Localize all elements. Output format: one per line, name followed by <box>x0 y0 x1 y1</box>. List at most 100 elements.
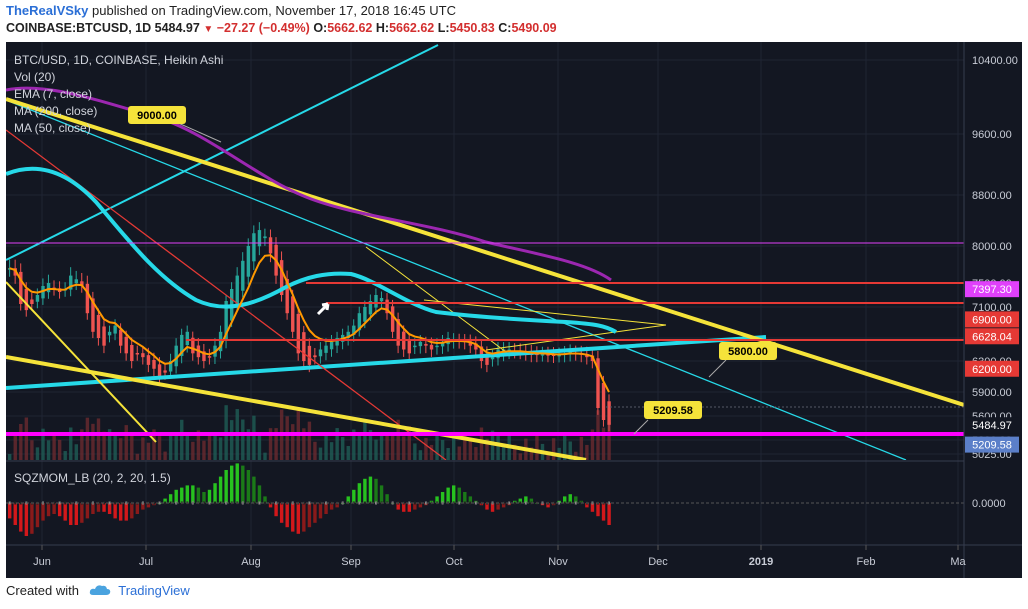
volume-bar <box>113 434 117 460</box>
sqz-dot <box>558 501 561 505</box>
candle-body <box>429 344 434 350</box>
volume-bar <box>496 435 500 460</box>
candle-body <box>19 271 23 304</box>
volume-bar <box>291 424 295 460</box>
candle-body <box>302 332 306 361</box>
candle-body <box>468 341 473 346</box>
volume-bar <box>318 447 323 460</box>
sqz-bar <box>91 503 95 514</box>
volume-bar <box>529 447 534 460</box>
volume-bar <box>46 440 51 460</box>
time-tick: Oct <box>445 556 462 568</box>
tradingview-brand[interactable]: TradingView <box>118 583 190 598</box>
volume-bar <box>285 416 289 460</box>
sqz-bar <box>446 487 450 503</box>
volume-bar <box>329 442 334 460</box>
candle-body <box>551 354 556 357</box>
indicator-label[interactable]: SQZMOM_LB (20, 2, 20, 1.5) <box>14 471 171 485</box>
candle-body <box>368 301 373 315</box>
sqz-dot <box>64 501 67 505</box>
sqz-bar <box>146 503 151 508</box>
price-label-box <box>965 328 1019 345</box>
legend-ema[interactable]: EMA (7, close) <box>14 87 92 101</box>
sqz-bar <box>85 503 90 519</box>
volume-bar <box>63 451 67 460</box>
sqz-bar <box>357 483 362 503</box>
sqz-dot <box>469 501 472 505</box>
white-arrow-mark <box>316 302 330 316</box>
chart-svg[interactable]: 9000.00 5800.00 5209.58 10400.00 9600.00 8… <box>6 42 1022 578</box>
volume-bar <box>563 432 567 460</box>
volume-bar <box>102 431 106 460</box>
volume-bar <box>368 430 373 460</box>
volume-bar <box>474 447 478 460</box>
low-value: 5450.83 <box>449 21 495 35</box>
sqz-bar <box>8 503 12 519</box>
chart-area[interactable]: 9000.00 5800.00 5209.58 10400.00 9600.00 8… <box>6 42 1022 578</box>
candle-body <box>296 313 300 354</box>
price-label-box <box>965 311 1019 328</box>
volume-bar <box>30 440 34 460</box>
sqz-dot <box>513 501 516 505</box>
candle-body <box>113 325 117 334</box>
time-tick: Dec <box>648 556 668 568</box>
volume-bar <box>452 437 456 460</box>
legend-ma200[interactable]: MA (200, close) <box>14 104 97 118</box>
volume-bar <box>252 415 256 460</box>
time-tick: 2019 <box>749 556 773 568</box>
callout-9000[interactable]: 9000.00 <box>128 106 222 143</box>
callout-5800[interactable]: 5800.00 <box>708 342 777 378</box>
price-axis[interactable]: 10400.009600.008800.008000.007500.007100… <box>972 55 1018 461</box>
candle-body <box>379 298 384 302</box>
low-label: L: <box>437 21 450 35</box>
candle-body <box>257 230 262 247</box>
candle-body <box>268 237 273 254</box>
volume-bar <box>402 436 406 460</box>
volume-bar <box>535 434 539 460</box>
sqz-bar <box>596 503 600 517</box>
sqz-dot <box>108 501 111 505</box>
volume-bar <box>324 433 328 460</box>
sqz-bar <box>135 503 140 514</box>
volume-bar <box>91 423 95 460</box>
candles <box>8 222 611 432</box>
sqz-bar <box>30 503 34 534</box>
candle-body <box>80 281 84 286</box>
candle-body <box>374 295 378 308</box>
sqz-bar <box>35 503 40 528</box>
sqz-bar <box>102 503 106 512</box>
volume-bar <box>152 429 156 460</box>
candle-body <box>490 357 495 360</box>
price-tick: 10400.00 <box>972 55 1018 67</box>
sqz-dot <box>524 501 527 505</box>
price-label-box <box>965 281 1019 298</box>
candle-body <box>424 343 428 346</box>
candle-body <box>119 329 123 346</box>
legend-ma50[interactable]: MA (50, close) <box>14 121 91 135</box>
candle-body <box>69 275 73 290</box>
candle-body <box>357 313 362 331</box>
sqz-bar <box>352 489 356 503</box>
volume-bar <box>501 447 506 460</box>
volume-bar <box>135 453 140 460</box>
volume-bar <box>479 427 484 460</box>
volume-bar <box>246 429 251 460</box>
candle-body <box>485 353 489 365</box>
candle-body <box>385 299 389 314</box>
volume-bar <box>585 444 589 460</box>
sqz-bar <box>324 503 328 514</box>
volume-bar <box>341 437 345 460</box>
candle-body <box>307 345 312 365</box>
candle-body <box>124 336 128 354</box>
callout-5209[interactable]: 5209.58 <box>633 401 702 435</box>
sqz-bar <box>74 503 78 525</box>
candle-body <box>607 401 611 425</box>
volume-bar <box>57 439 62 460</box>
volume-bar <box>407 426 411 460</box>
legend-vol[interactable]: Vol (20) <box>14 70 55 84</box>
price-tick: 7100.00 <box>972 302 1012 314</box>
author-name[interactable]: TheRealVSky <box>6 3 89 18</box>
volume-bar <box>413 443 417 460</box>
sqz-dot <box>53 501 56 505</box>
time-axis[interactable]: Jun Jul Aug Sep Oct Nov Dec 2019 Feb Ma <box>33 545 967 568</box>
